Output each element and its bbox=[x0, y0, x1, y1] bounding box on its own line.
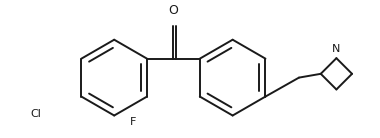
Text: F: F bbox=[130, 117, 137, 127]
Text: Cl: Cl bbox=[30, 109, 41, 119]
Text: N: N bbox=[332, 44, 340, 54]
Text: O: O bbox=[168, 4, 178, 17]
